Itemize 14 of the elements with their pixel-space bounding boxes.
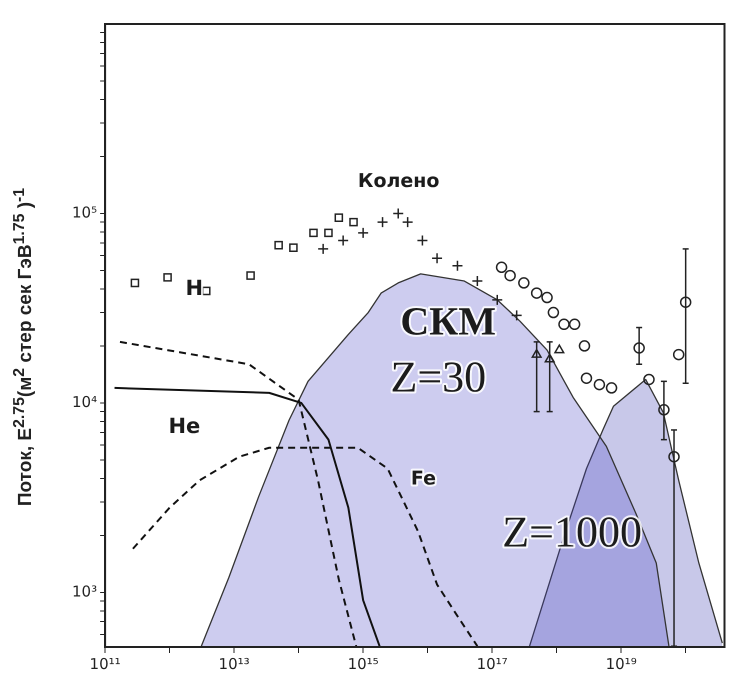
x-tick-label: 10¹¹	[90, 654, 121, 673]
y-tick-label: 10⁵	[72, 203, 98, 222]
x-tick-label: 10¹³	[218, 654, 250, 673]
annotation: Колено	[358, 170, 440, 192]
series-label: He	[168, 414, 200, 438]
x-tick-label: 10¹⁹	[606, 654, 637, 673]
x-tick-label: 10¹⁷	[476, 654, 508, 673]
y-tick-label: 10⁴	[72, 392, 98, 411]
x-tick-label: 10¹⁵	[348, 654, 379, 673]
annotation: СКМ	[400, 298, 496, 344]
text: H	[186, 276, 204, 300]
series-label: Z=30	[390, 352, 486, 402]
series-label: Fe	[410, 467, 436, 490]
y-tick-label: 10³	[72, 582, 98, 600]
